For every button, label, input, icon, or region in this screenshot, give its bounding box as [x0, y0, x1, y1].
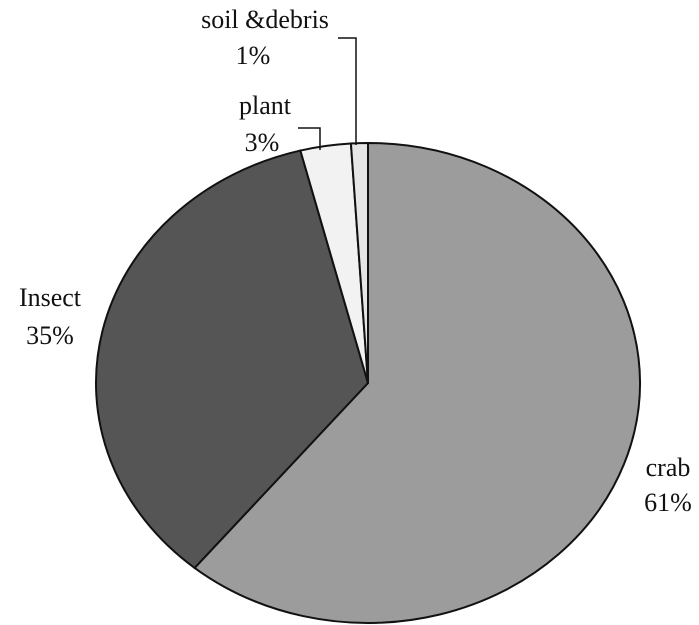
- leader-line: [298, 127, 321, 150]
- slice-label: soil &debris: [201, 5, 329, 34]
- slice-label: Insect: [19, 283, 82, 312]
- slice-label: crab: [646, 453, 691, 482]
- slice-value-label: 35%: [26, 321, 74, 350]
- slice-label: plant: [239, 91, 292, 120]
- slice-value-label: 61%: [644, 488, 692, 517]
- slice-value-label: 1%: [236, 41, 271, 70]
- pie-slice: [193, 141, 641, 624]
- leader-line: [338, 37, 357, 145]
- pie-slice: [95, 149, 370, 570]
- pie-slice: [349, 141, 369, 384]
- slice-value-label: 3%: [245, 128, 280, 157]
